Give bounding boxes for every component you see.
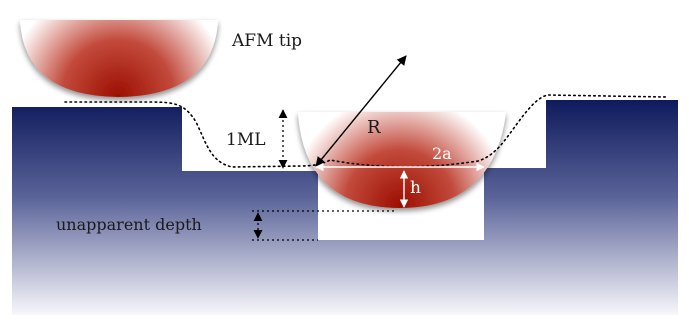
contact-width-label: 2a [432, 144, 452, 163]
afm-tip-shape [20, 20, 218, 97]
substrate-block [12, 100, 678, 315]
afm-tip-label: AFM tip [231, 31, 302, 51]
monolayer-label: 1ML [226, 130, 266, 150]
radius-arrow [315, 55, 407, 167]
indent-height-label: h [410, 178, 421, 198]
radius-label: R [367, 117, 381, 138]
unapparent-depth-label: unapparent depth [56, 215, 202, 234]
